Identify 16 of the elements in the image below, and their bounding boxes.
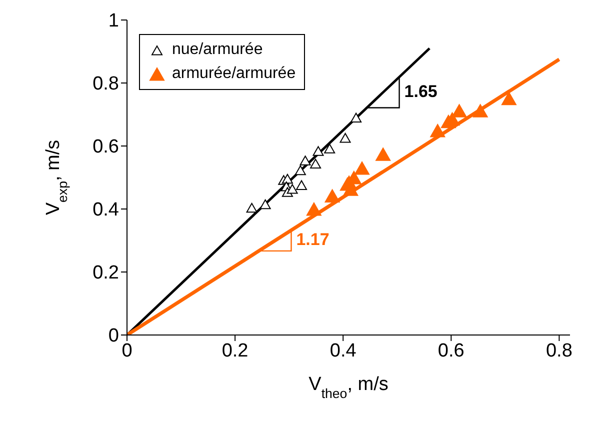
x-tick-label: 0 [122, 340, 132, 362]
x-tick-label: 0.2 [222, 340, 248, 362]
x-tick-label: 0.4 [330, 340, 357, 362]
x-tick-label: 0.6 [438, 340, 464, 362]
y-tick-label: 0.2 [92, 262, 119, 284]
y-tick-label: 1 [108, 10, 119, 32]
annotation: 1.17 [296, 230, 330, 250]
y-tick-label: 0.8 [92, 74, 119, 95]
x-tick-label: 0.8 [546, 340, 572, 362]
y-tick-label: 0 [108, 326, 119, 347]
legend-label: nue/armurée [172, 40, 263, 60]
legend-label: armurée/armurée [172, 64, 296, 84]
y-tick-label: 0.6 [92, 136, 119, 158]
annotation: 1.65 [404, 82, 438, 101]
x-axis-title: V$_{theo}$, m/s [308, 374, 388, 400]
y-tick-label: 0.4 [92, 200, 120, 221]
